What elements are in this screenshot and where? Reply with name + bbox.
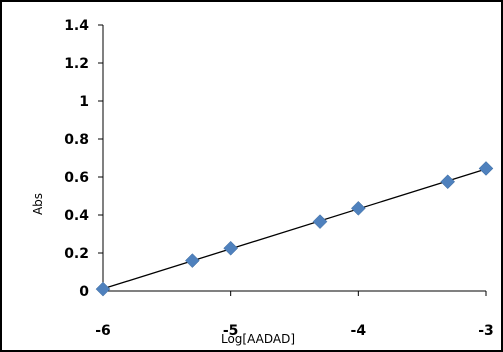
y-tick-label: 0.2 — [64, 246, 89, 262]
data-point — [223, 240, 239, 256]
y-tick-label: 0.6 — [64, 170, 89, 186]
data-point — [185, 253, 200, 268]
data-point — [350, 200, 366, 216]
y-tick-label: 1.2 — [64, 56, 89, 72]
x-axis-title: Log[AADAD] — [221, 332, 295, 346]
x-tick-label: -4 — [351, 323, 367, 339]
y-tick-label: 0.8 — [64, 132, 89, 148]
y-tick-label: 1.4 — [64, 18, 89, 34]
y-tick-label: 0.4 — [64, 208, 89, 224]
data-point — [440, 174, 456, 190]
trendline — [102, 168, 487, 290]
x-tick-label: -5 — [223, 323, 239, 339]
tick-labels: 0 0.2 0.4 0.6 0.8 1 1.2 1.4 -6 -5 -4 -3 — [64, 18, 494, 339]
axes — [98, 24, 487, 296]
trendline-group — [102, 168, 487, 290]
y-tick-label: 1 — [79, 94, 89, 110]
x-tick-label: -6 — [95, 323, 111, 339]
data-points — [95, 161, 494, 297]
data-point — [478, 161, 494, 176]
y-axis-title: Abs — [31, 193, 45, 215]
y-tick-label: 0 — [79, 284, 89, 300]
data-point — [95, 281, 111, 297]
data-point — [312, 214, 328, 230]
x-tick-label: -3 — [478, 323, 494, 339]
